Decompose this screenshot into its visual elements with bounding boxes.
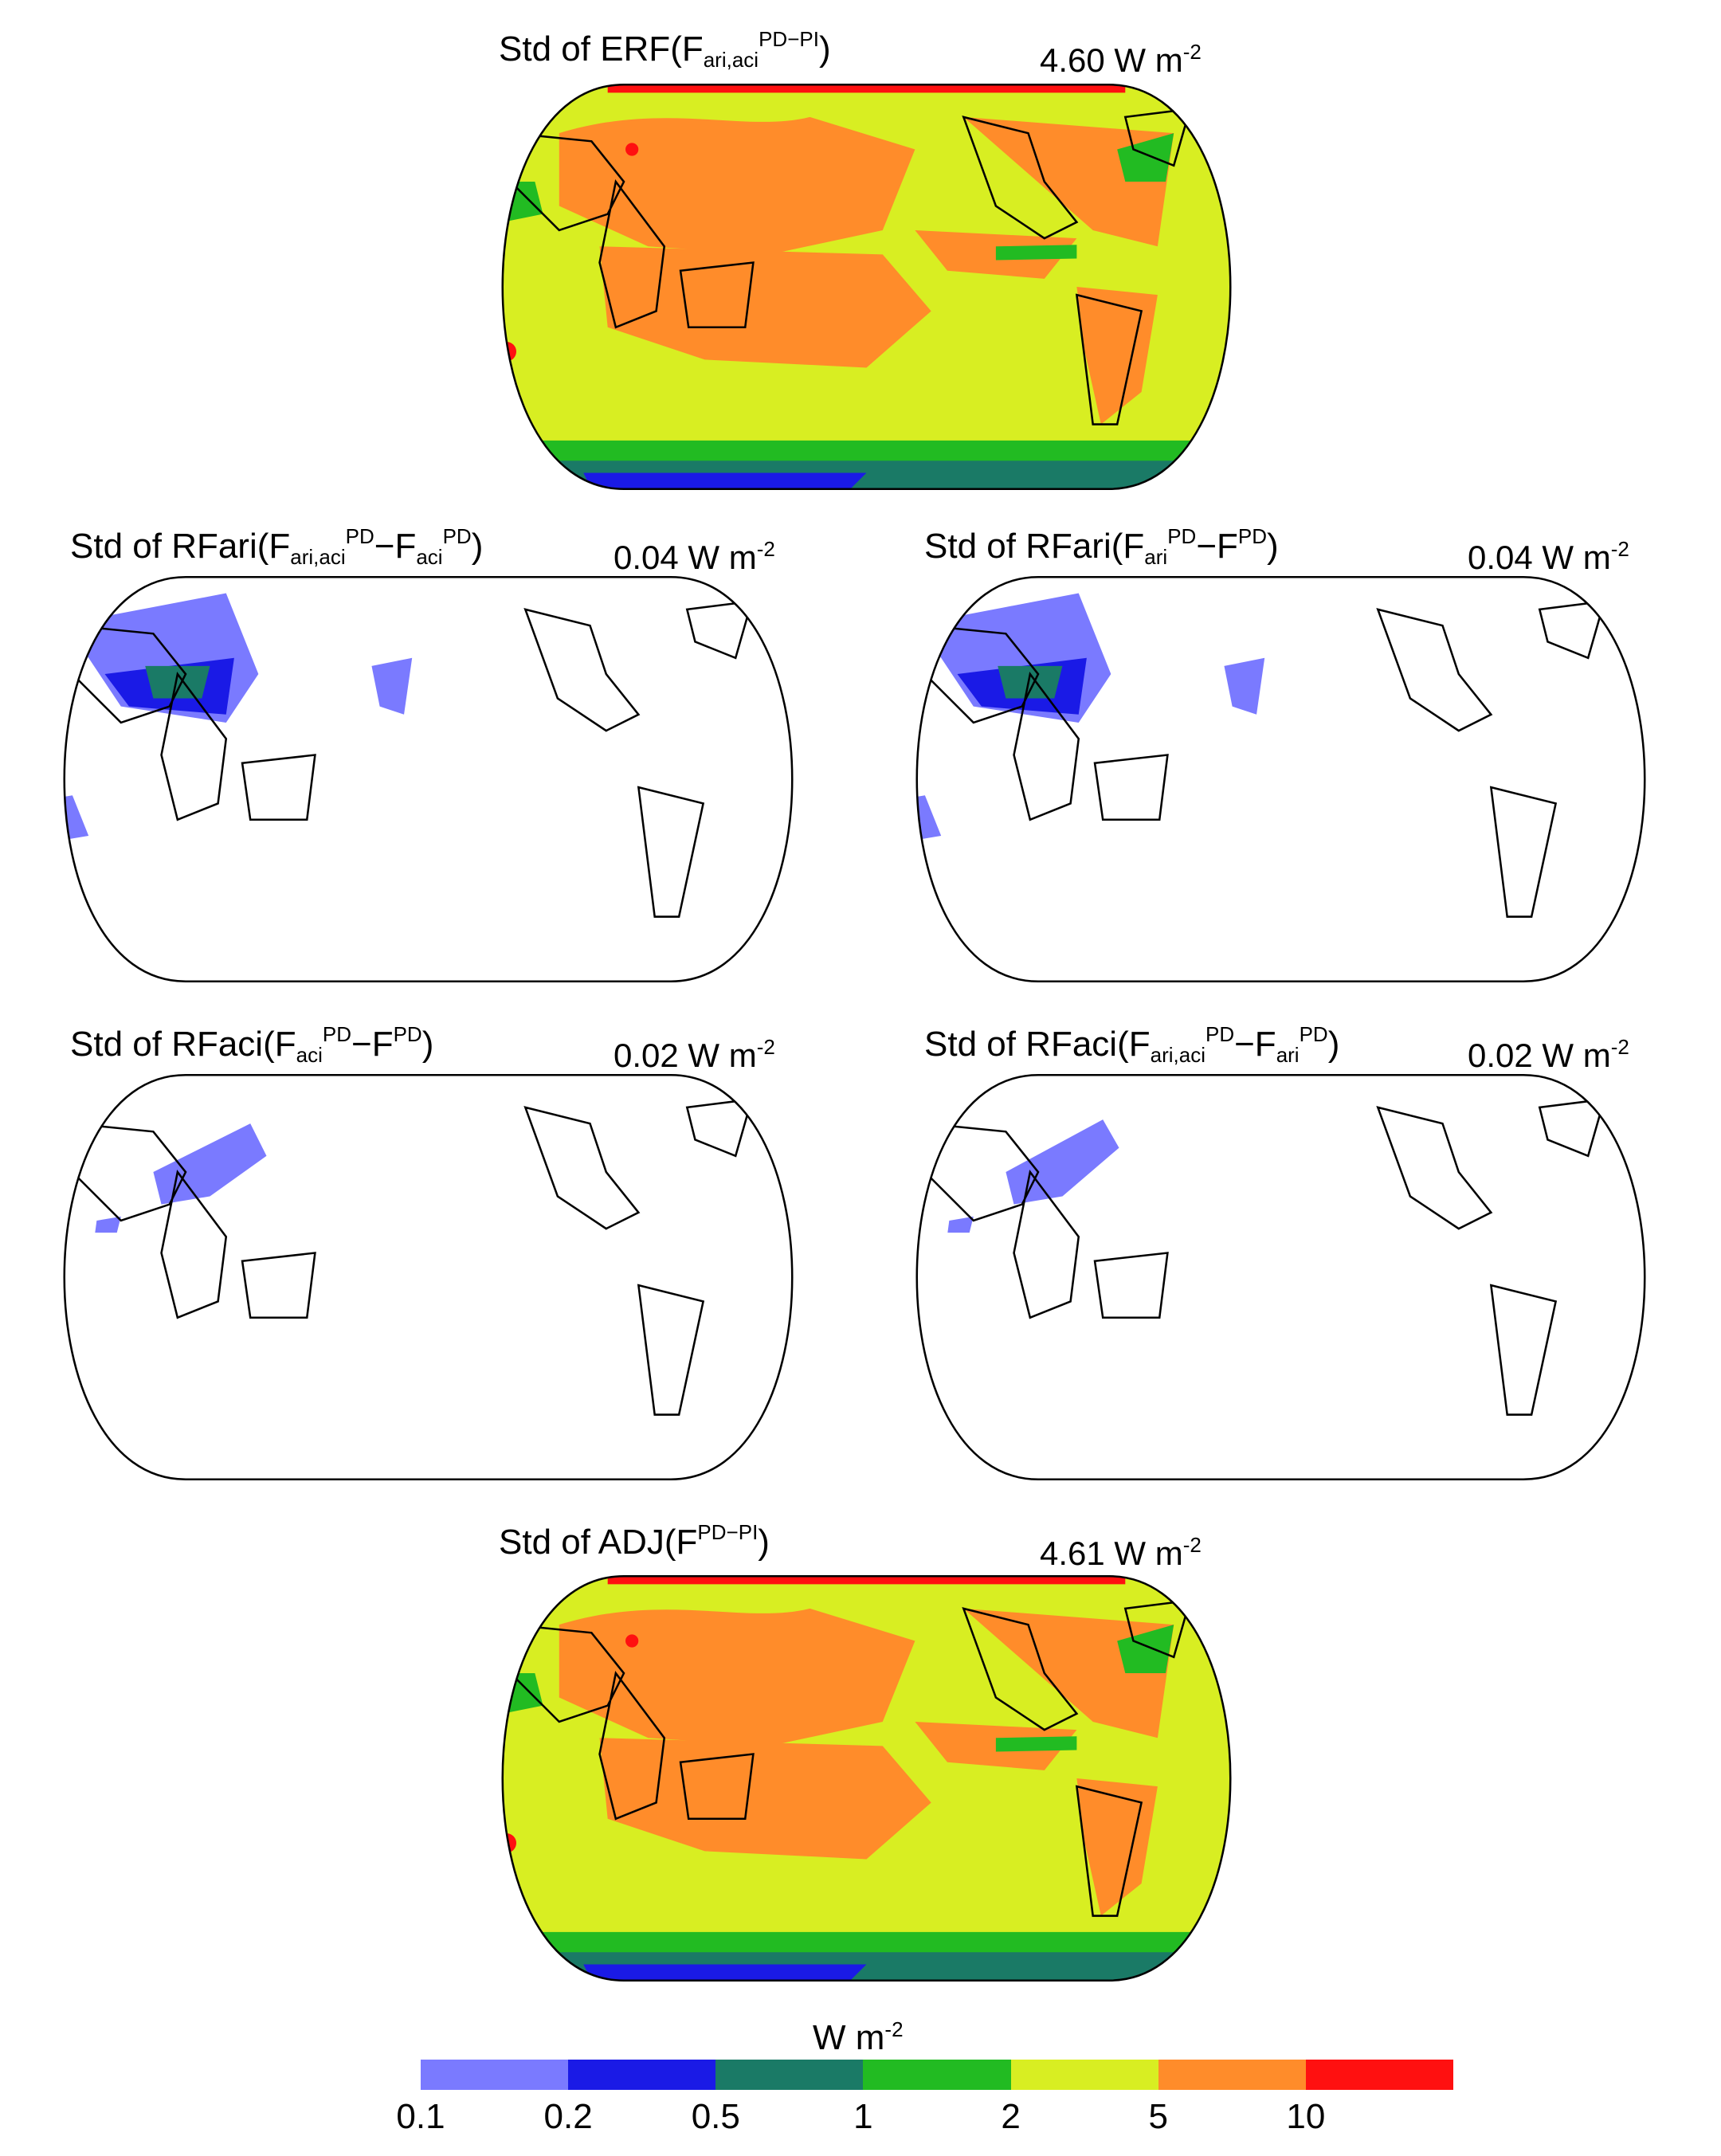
map-erf (501, 83, 1232, 491)
panel-global-value: 0.04 W m-2 (1468, 537, 1629, 576)
colorbar-tick-label: 1 (853, 2097, 873, 2136)
colorbar-tick-label: 10 (1286, 2097, 1326, 2136)
panel-title: Std of RFari(FariPD−FPD) (924, 524, 1279, 569)
map-rfari-1 (63, 575, 794, 983)
colorbar-tick-label: 2 (1001, 2097, 1021, 2136)
colorbar-unit: W m-2 (813, 2017, 904, 2057)
colorbar-tick-label: 5 (1148, 2097, 1168, 2136)
colorbar (421, 2060, 1453, 2090)
colorbar-segment (1305, 2060, 1453, 2090)
map-adj (501, 1574, 1232, 1982)
colorbar-segment (863, 2060, 1011, 2090)
panel-global-value: 4.61 W m-2 (1040, 1533, 1202, 1572)
panel-title: Std of ADJ(FPD−PI) (499, 1520, 770, 1562)
colorbar-segment (1010, 2060, 1158, 2090)
colorbar-segment (568, 2060, 716, 2090)
map-rfari-2 (915, 575, 1646, 983)
colorbar-segment (421, 2060, 569, 2090)
panel-global-value: 0.04 W m-2 (614, 537, 775, 576)
panel-title: Std of ERF(Fari,aciPD−PI) (499, 27, 831, 72)
colorbar-segment (1158, 2060, 1306, 2090)
panel-title: Std of RFaci(Fari,aciPD−FariPD) (924, 1022, 1340, 1067)
colorbar-tick-label: 0.2 (543, 2097, 593, 2136)
panel-title: Std of RFaci(FaciPD−FPD) (70, 1022, 434, 1067)
panel-title: Std of RFari(Fari,aciPD−FaciPD) (70, 524, 484, 569)
panel-global-value: 4.60 W m-2 (1040, 40, 1202, 79)
map-rfaci-1 (63, 1073, 794, 1481)
colorbar-tick-label: 0.5 (691, 2097, 740, 2136)
panel-global-value: 0.02 W m-2 (1468, 1035, 1629, 1074)
colorbar-segment (715, 2060, 864, 2090)
map-rfaci-2 (915, 1073, 1646, 1481)
colorbar-tick-label: 0.1 (396, 2097, 445, 2136)
panel-global-value: 0.02 W m-2 (614, 1035, 775, 1074)
